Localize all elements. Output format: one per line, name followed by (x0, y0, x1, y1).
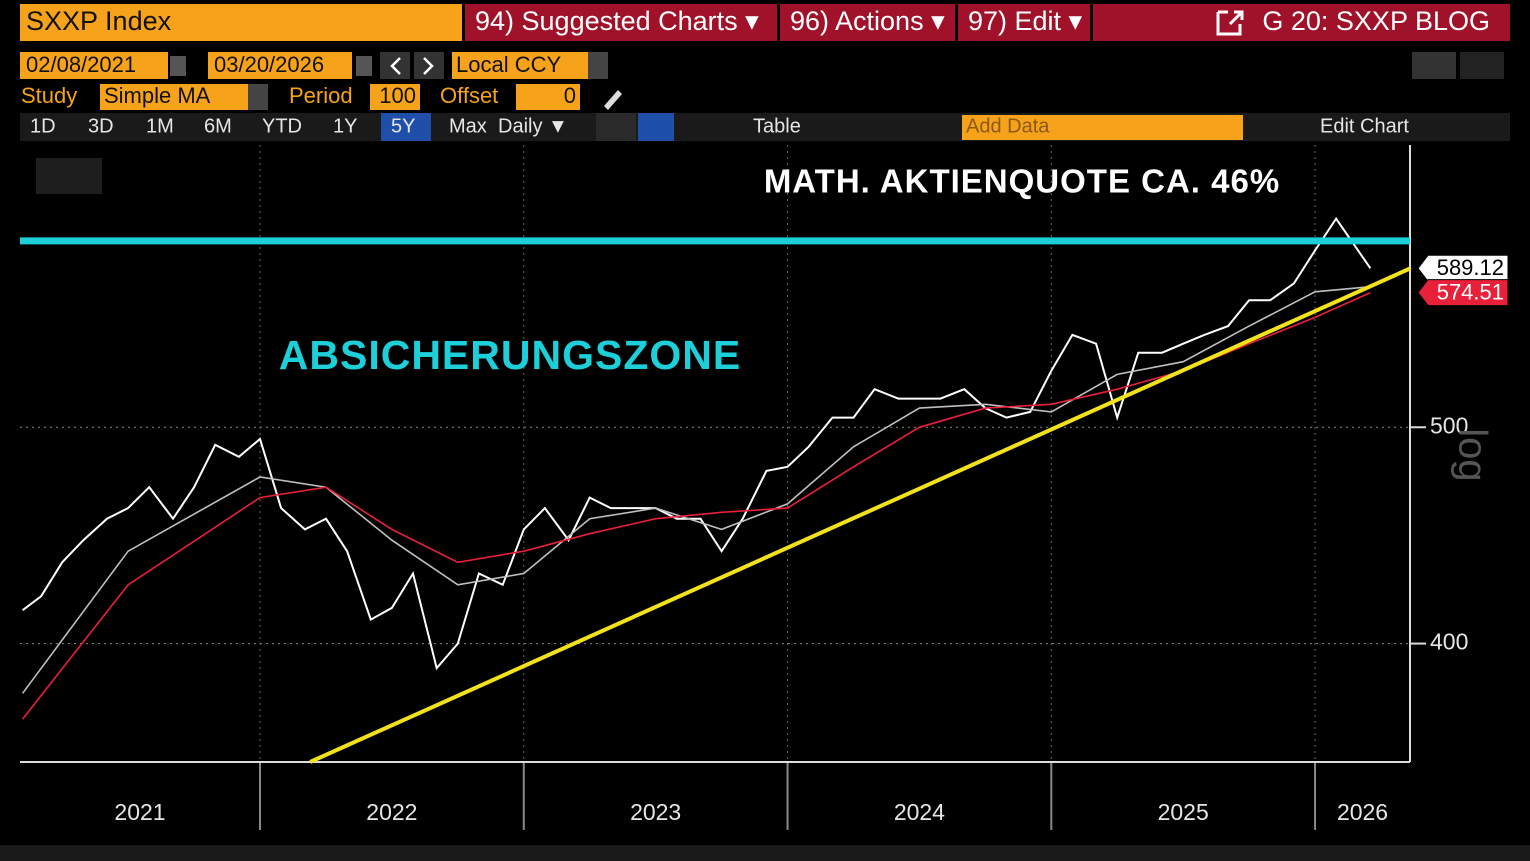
menu-tab[interactable] (958, 4, 1090, 41)
chart: 400 500 2021 2022 2023 2024 2025 2026 log 589.125… (20, 145, 1509, 830)
range-button[interactable]: YTD (262, 115, 302, 137)
undo-button[interactable] (1412, 52, 1456, 79)
range-button[interactable]: 1D (30, 115, 56, 137)
value-tag-label: 589.12 (1437, 255, 1504, 280)
series-line (21, 285, 1371, 694)
annotation: MATH. AKTIENQUOTE CA. 46% (764, 163, 1280, 200)
currency-box[interactable] (452, 52, 588, 79)
period-label: Period (289, 83, 353, 108)
line-mode-button[interactable] (596, 113, 636, 141)
add-data-box[interactable] (962, 115, 1243, 140)
range-button[interactable]: 3D (88, 115, 114, 137)
start-date-box[interactable] (20, 52, 168, 79)
value-tag-label: 574.51 (1437, 279, 1504, 304)
next-button[interactable] (414, 52, 444, 79)
y-tick-label: 500 (1430, 412, 1468, 438)
range-button[interactable]: 5Y (391, 115, 415, 137)
period[interactable]: 100 (379, 83, 416, 108)
range-button[interactable]: 1Y (333, 115, 357, 137)
calendar-icon[interactable] (356, 56, 372, 76)
pencil-icon[interactable] (604, 90, 622, 110)
ticker-box[interactable] (20, 4, 462, 41)
menu-tab[interactable] (780, 4, 955, 41)
menu-label[interactable]: 96) Actions ▾ (790, 6, 945, 36)
y-tick-label: 400 (1430, 629, 1468, 655)
offset[interactable]: 0 (564, 83, 576, 108)
bar-mode-button[interactable] (638, 113, 674, 141)
menu-label[interactable]: 94) Suggested Charts ▾ (475, 6, 759, 36)
edit-chart[interactable]: Edit Chart (1320, 115, 1409, 137)
value-tag (1417, 254, 1509, 282)
study[interactable]: Simple MA (104, 83, 211, 108)
status-bar (0, 845, 1530, 861)
range-active[interactable] (381, 113, 431, 141)
arrows (390, 57, 434, 75)
value-tag (1417, 279, 1509, 307)
dropdown[interactable] (588, 52, 608, 79)
menu-label[interactable]: 97) Edit ▾ (968, 6, 1083, 36)
x-tick-label: 2026 (1337, 799, 1388, 825)
add-data[interactable]: Add Data (966, 115, 1050, 137)
frequency[interactable]: Daily ▼ (498, 115, 568, 137)
x-tick-label: 2025 (1158, 799, 1209, 825)
dropdown[interactable] (248, 84, 268, 110)
range-button[interactable]: Max (449, 115, 487, 137)
table-button[interactable]: Table (753, 115, 801, 137)
range-buttons: 1D 3D 1M 6M YTD 1Y 5Y Max (30, 113, 487, 141)
offset-box[interactable] (516, 84, 580, 110)
start-date[interactable]: 02/08/2021 (26, 52, 136, 77)
trend-line (309, 266, 1411, 764)
title-box (1093, 4, 1510, 41)
study-label: Study (21, 83, 77, 108)
menu-tab[interactable] (465, 4, 777, 41)
offset-label: Offset (440, 83, 498, 108)
period-box[interactable] (370, 84, 420, 110)
range-button[interactable]: 1M (146, 115, 174, 137)
x-tick-label: 2022 (366, 799, 417, 825)
end-date-box[interactable] (208, 52, 352, 79)
x-tick-label: 2024 (894, 799, 945, 825)
currency[interactable]: Local CCY (456, 52, 561, 77)
popout-icon[interactable] (1216, 10, 1244, 36)
x-tick-label: 2021 (114, 799, 165, 825)
redo-button[interactable] (1460, 52, 1504, 79)
annotation: ABSICHERUNGSZONE (279, 332, 741, 378)
range-button[interactable]: 6M (204, 115, 232, 137)
window-title: G 20: SXXP BLOG (1262, 6, 1490, 36)
toolbar (20, 113, 1510, 141)
scale-label: log (1450, 428, 1494, 481)
ticker[interactable]: SXXP Index (26, 6, 172, 36)
calendar-icon[interactable] (170, 56, 186, 76)
study-box[interactable] (100, 84, 248, 110)
x-tick-label: 2023 (630, 799, 681, 825)
chart-type-icon[interactable] (36, 158, 102, 194)
prev-button[interactable] (380, 52, 410, 79)
end-date[interactable]: 03/20/2026 (214, 52, 324, 77)
